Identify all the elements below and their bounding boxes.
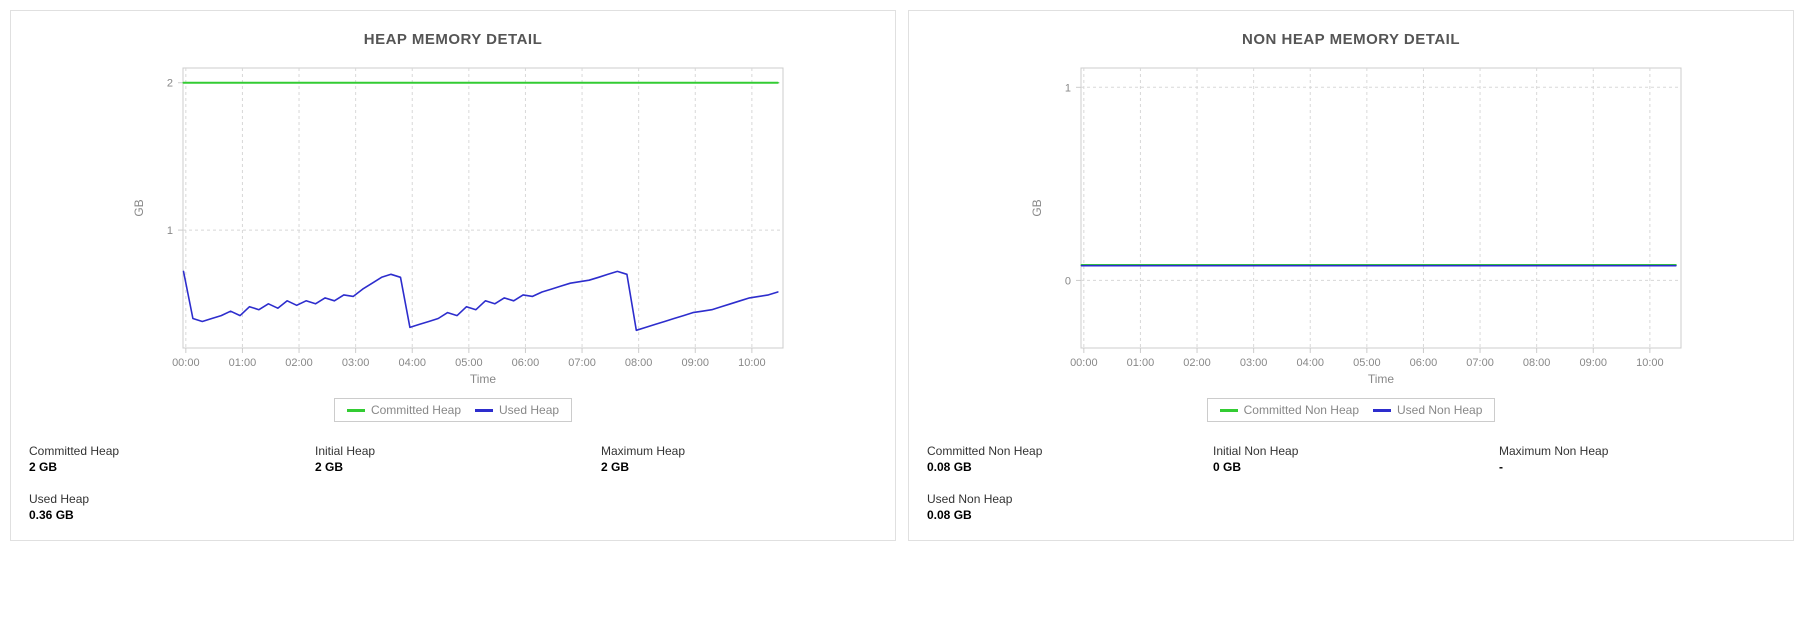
legend-label: Committed Non Heap — [1244, 403, 1359, 417]
stat-label: Committed Non Heap — [927, 444, 1203, 458]
legend-label: Used Heap — [499, 403, 559, 417]
stat-value: 0.08 GB — [927, 460, 1203, 474]
stat-label: Used Non Heap — [927, 492, 1203, 506]
heap-chart-svg: 00:00 01:00 02:00 03:00 04:00 05:00 06:00 07:00… — [103, 58, 803, 388]
nonheap-stats: Committed Non Heap 0.08 GB Initial Non H… — [927, 444, 1775, 522]
stat-value: 0.08 GB — [927, 508, 1203, 522]
legend-item-committed-nonheap: Committed Non Heap — [1220, 403, 1359, 417]
svg-text:04:00: 04:00 — [1296, 357, 1324, 369]
stat-committed-nonheap: Committed Non Heap 0.08 GB — [927, 444, 1203, 474]
svg-text:03:00: 03:00 — [1240, 357, 1268, 369]
svg-text:01:00: 01:00 — [1127, 357, 1155, 369]
svg-text:0: 0 — [1065, 275, 1071, 287]
svg-text:08:00: 08:00 — [625, 357, 653, 369]
svg-text:07:00: 07:00 — [1466, 357, 1494, 369]
stat-label: Initial Non Heap — [1213, 444, 1489, 458]
stat-used-heap: Used Heap 0.36 GB — [29, 492, 305, 522]
svg-text:10:00: 10:00 — [738, 357, 766, 369]
svg-text:00:00: 00:00 — [172, 357, 200, 369]
svg-text:02:00: 02:00 — [1183, 357, 1211, 369]
svg-text:07:00: 07:00 — [568, 357, 596, 369]
svg-text:04:00: 04:00 — [398, 357, 426, 369]
nonheap-title: NON HEAP MEMORY DETAIL — [927, 31, 1775, 48]
legend-item-used-nonheap: Used Non Heap — [1373, 403, 1482, 417]
legend-swatch — [475, 409, 493, 412]
stat-value: 0.36 GB — [29, 508, 305, 522]
svg-text:05:00: 05:00 — [455, 357, 483, 369]
nonheap-chart: 00:00 01:00 02:00 03:00 04:00 05:00 06:00 07:00… — [927, 58, 1775, 388]
stat-maximum-heap: Maximum Heap 2 GB — [601, 444, 877, 474]
legend-swatch — [347, 409, 365, 412]
svg-text:2: 2 — [167, 78, 173, 90]
nonheap-chart-svg: 00:00 01:00 02:00 03:00 04:00 05:00 06:00 07:00… — [1001, 58, 1701, 388]
legend-swatch — [1220, 409, 1238, 412]
heap-title: HEAP MEMORY DETAIL — [29, 31, 877, 48]
heap-legend: Committed Heap Used Heap — [334, 398, 572, 422]
stat-initial-heap: Initial Heap 2 GB — [315, 444, 591, 474]
stat-committed-heap: Committed Heap 2 GB — [29, 444, 305, 474]
stat-maximum-nonheap: Maximum Non Heap - — [1499, 444, 1775, 474]
stat-value: 2 GB — [315, 460, 591, 474]
heap-stats: Committed Heap 2 GB Initial Heap 2 GB Ma… — [29, 444, 877, 522]
legend-item-committed-heap: Committed Heap — [347, 403, 461, 417]
svg-text:1: 1 — [167, 225, 173, 237]
stat-used-nonheap: Used Non Heap 0.08 GB — [927, 492, 1203, 522]
svg-text:01:00: 01:00 — [229, 357, 257, 369]
legend-swatch — [1373, 409, 1391, 412]
heap-panel: HEAP MEMORY DETAIL 00:0001:0002:0003:000… — [10, 10, 896, 541]
stat-label: Maximum Heap — [601, 444, 877, 458]
svg-text:Time: Time — [1368, 372, 1395, 386]
svg-text:09:00: 09:00 — [681, 357, 709, 369]
svg-text:00:00: 00:00 — [1070, 357, 1098, 369]
stat-value: 2 GB — [29, 460, 305, 474]
stat-label: Maximum Non Heap — [1499, 444, 1775, 458]
stat-label: Initial Heap — [315, 444, 591, 458]
stat-initial-nonheap: Initial Non Heap 0 GB — [1213, 444, 1489, 474]
legend-label: Committed Heap — [371, 403, 461, 417]
svg-text:GB: GB — [132, 199, 146, 216]
nonheap-panel: NON HEAP MEMORY DETAIL 00:00 01:00 02:00 03… — [908, 10, 1794, 541]
stat-label: Used Heap — [29, 492, 305, 506]
svg-text:06:00: 06:00 — [512, 357, 540, 369]
stat-value: 0 GB — [1213, 460, 1489, 474]
svg-text:GB: GB — [1030, 199, 1044, 216]
svg-text:Time: Time — [470, 372, 497, 386]
nonheap-legend: Committed Non Heap Used Non Heap — [1207, 398, 1496, 422]
stat-value: 2 GB — [601, 460, 877, 474]
stat-label: Committed Heap — [29, 444, 305, 458]
svg-text:06:00: 06:00 — [1410, 357, 1438, 369]
svg-text:02:00: 02:00 — [285, 357, 313, 369]
svg-text:1: 1 — [1065, 82, 1071, 94]
svg-text:03:00: 03:00 — [342, 357, 370, 369]
svg-text:05:00: 05:00 — [1353, 357, 1381, 369]
stat-value: - — [1499, 460, 1775, 474]
legend-item-used-heap: Used Heap — [475, 403, 559, 417]
svg-text:08:00: 08:00 — [1523, 357, 1551, 369]
svg-text:09:00: 09:00 — [1579, 357, 1607, 369]
heap-chart: 00:00 01:00 02:00 03:00 04:00 05:00 06:00 07:00… — [29, 58, 877, 388]
legend-label: Used Non Heap — [1397, 403, 1482, 417]
svg-text:10:00: 10:00 — [1636, 357, 1664, 369]
